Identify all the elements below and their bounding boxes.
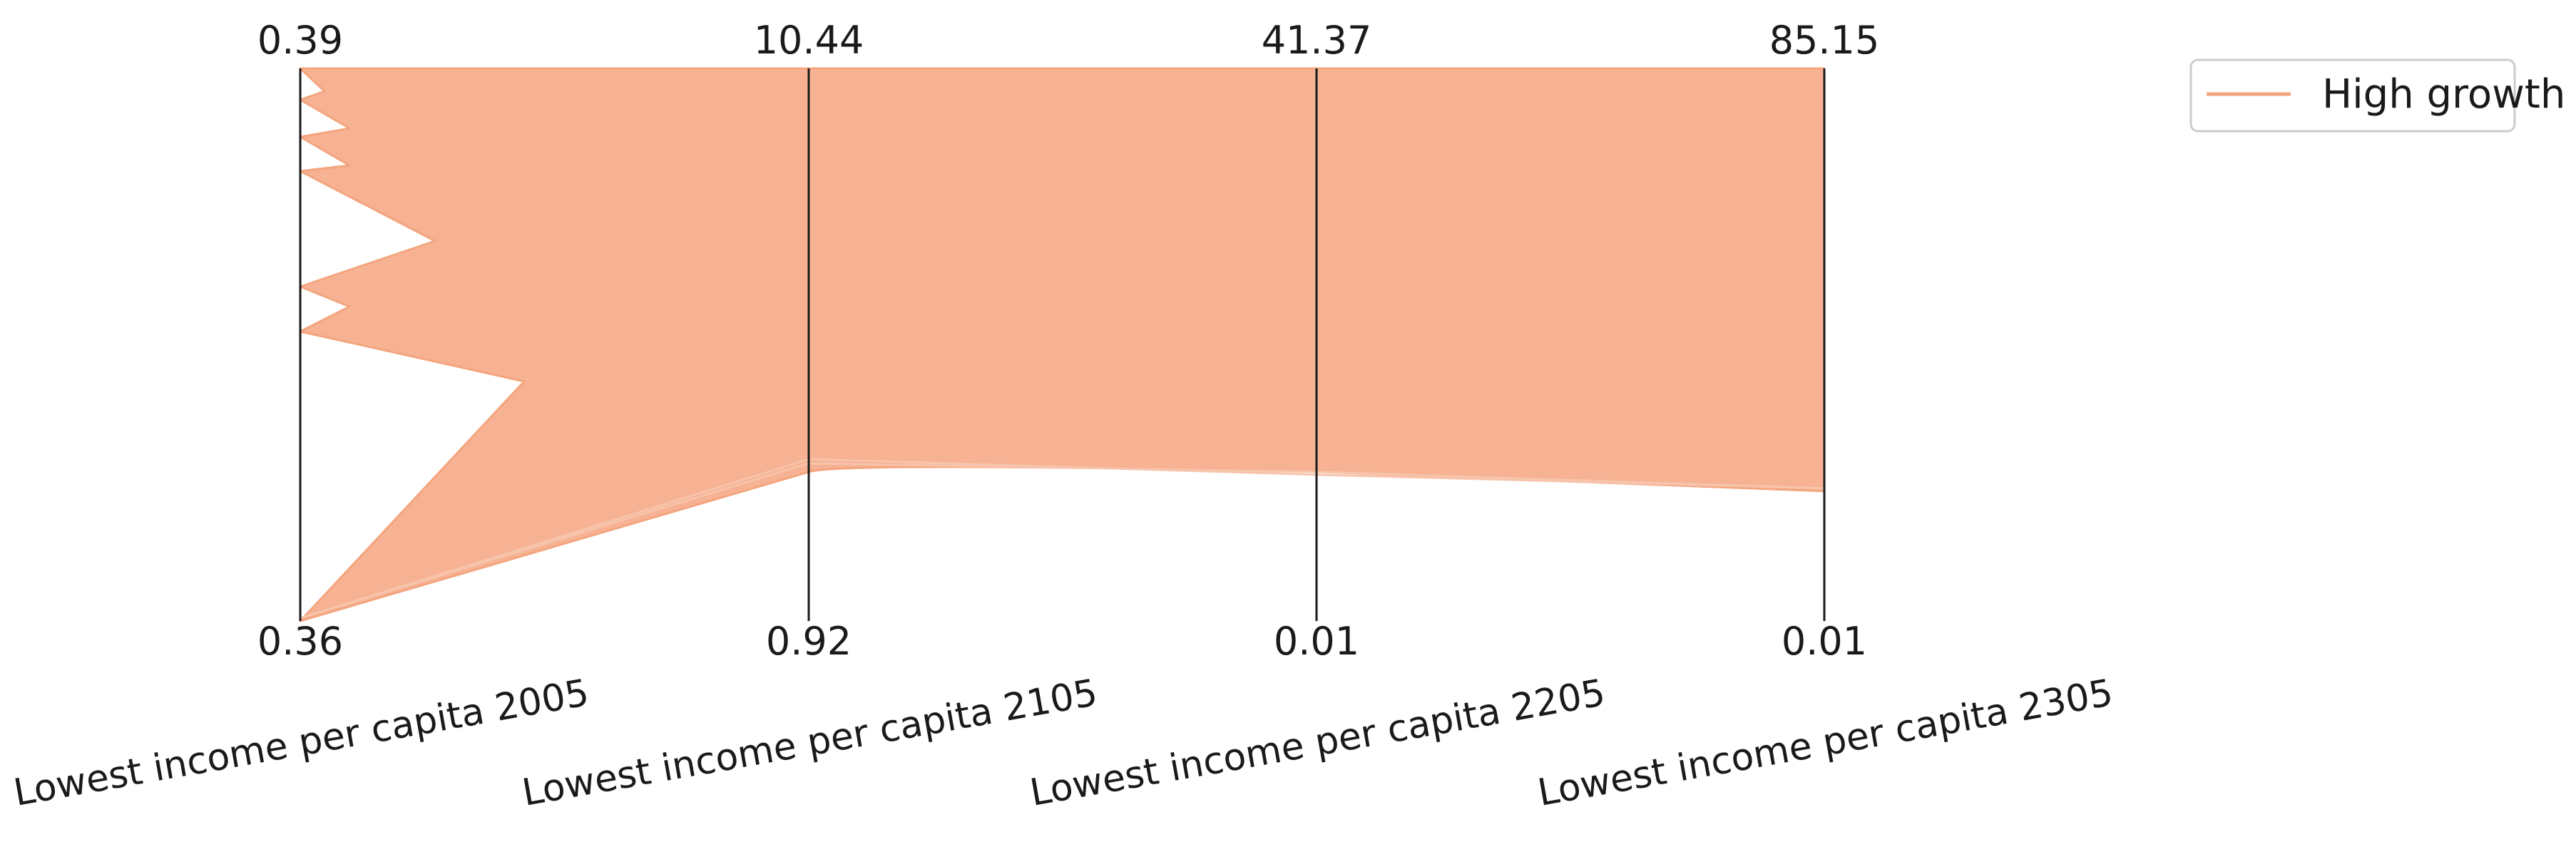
axis-title-1: Lowest income per capita 2005 (11, 672, 592, 815)
axis-max-label-1: 0.39 (257, 18, 343, 63)
axis-title-4: Lowest income per capita 2305 (1535, 672, 2116, 815)
axis-title-2: Lowest income per capita 2105 (519, 672, 1100, 815)
series-band-layer (299, 67, 1826, 622)
axis-max-label-4: 85.15 (1769, 18, 1880, 63)
legend-label-high-growth: High growth (2322, 71, 2565, 118)
legend-frame (2189, 58, 2516, 133)
legend: High growth (2189, 58, 2565, 133)
axis-min-label-1: 0.36 (257, 619, 343, 664)
series-band-high-growth (299, 67, 1826, 622)
axis-min-label-3: 0.01 (1274, 619, 1359, 664)
axis-max-label-2: 10.44 (754, 18, 864, 63)
axis-min-label-2: 0.92 (766, 619, 852, 664)
series-line-high-growth-2 (300, 458, 1825, 620)
axis-title-3: Lowest income per capita 2205 (1027, 672, 1608, 815)
axis-min-label-4: 0.01 (1782, 619, 1867, 664)
axis-max-label-3: 41.37 (1262, 18, 1372, 63)
